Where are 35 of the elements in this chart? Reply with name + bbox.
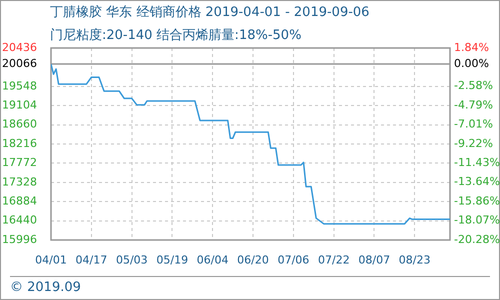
x-tick-label: 04/17 <box>76 253 108 266</box>
y-tick-label: 19104 <box>2 98 37 112</box>
x-tick-label: 07/06 <box>278 253 310 266</box>
y2-tick-label: -13.64% <box>454 175 500 188</box>
x-tick-label: 08/23 <box>398 253 430 266</box>
y-tick-label: 18660 <box>2 118 37 131</box>
x-tick-label: 05/03 <box>116 253 148 266</box>
y2-tick-label: -20.28% <box>454 232 500 246</box>
y-tick-label: 16440 <box>2 214 37 227</box>
chart-title: 丁腈橡胶 华东 经销商价格 2019-04-01 - 2019-09-06 <box>50 4 370 21</box>
x-tick-label: 06/04 <box>196 253 228 266</box>
x-tick-label: 07/22 <box>318 253 350 266</box>
y2-tick-label: -18.07% <box>454 214 500 227</box>
y-tick-label: 16884 <box>2 194 37 208</box>
text: © 2019.09 <box>10 276 490 295</box>
y2-tick-label: -9.22% <box>454 136 493 150</box>
x-tick-label: 06/20 <box>237 253 269 266</box>
x-tick-label: 05/19 <box>156 253 188 266</box>
y2-tick-label: -15.86% <box>454 194 500 208</box>
y-tick-label: 18216 <box>2 136 37 150</box>
y2-tick-label: -11.43% <box>454 156 500 170</box>
y2-tick-label: -7.01% <box>454 118 493 131</box>
y2-tick-label: -2.58% <box>454 79 493 92</box>
x-tick-label: 04/01 <box>35 253 67 266</box>
y-tick-label: 19548 <box>2 79 37 92</box>
y-tick-label: 17772 <box>2 156 37 170</box>
y2-tick-label: 1.84% <box>454 40 489 54</box>
y2-tick-label: 0.00% <box>454 56 489 70</box>
chart-subtitle: 门尼粘度:20-140 结合丙烯腈量:18%-50% <box>50 27 302 44</box>
y-tick-label: 15996 <box>2 232 37 246</box>
y-tick-label: 20436 <box>2 40 37 54</box>
y-tick-label: 17328 <box>2 175 37 188</box>
y-tick-label: 20066 <box>2 56 37 70</box>
y2-tick-label: -4.79% <box>454 98 493 112</box>
x-tick-label: 08/07 <box>358 253 390 266</box>
